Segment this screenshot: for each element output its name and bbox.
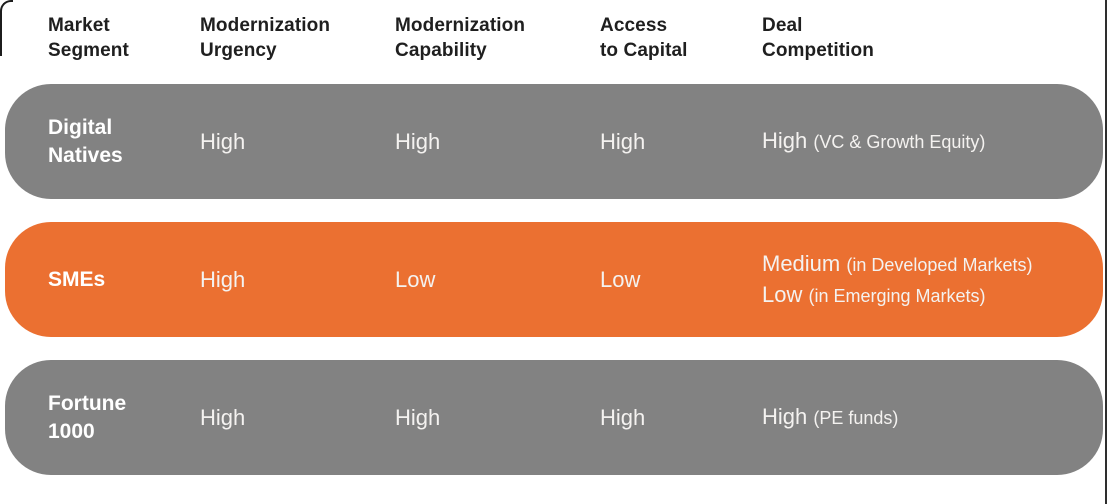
cell-access-to-capital: High [600,128,646,154]
table-row-smes: SMEs High Low Low Medium (in Developed M… [5,222,1103,337]
segment-label: Digital Natives [48,115,123,167]
cell-deal-competition: Medium (in Developed Markets) Low (in Em… [762,249,1103,310]
table-header: Market Segment Modernization Urgency Mod… [5,13,1103,63]
cell-modernization-urgency: High [200,128,246,154]
crop-border-top-left [0,0,13,56]
cell-access-to-capital: Low [600,266,641,292]
header-modernization-capability: Modernization Capability [395,15,526,62]
deal-competition-line: Medium (in Developed Markets) [762,251,1033,277]
cell-modernization-capability: High [395,404,441,430]
deal-competition-line: High (VC & Growth Equity) [762,128,986,154]
cell-access-to-capital: High [600,404,646,430]
table-row-fortune-1000: Fortune 1000 High High High High (PE fun… [5,360,1103,475]
segment-label: SMEs [48,267,106,291]
cell-modernization-capability: High [395,128,441,154]
segment-label: Fortune 1000 [48,391,127,443]
table-row-digital-natives: Digital Natives High High High High (VC … [5,84,1103,199]
header-market-segment: Market Segment [48,15,129,62]
deal-competition-line: Low (in Emerging Markets) [762,281,986,307]
cell-modernization-urgency: High [200,266,246,292]
header-deal-competition: Deal Competition [762,15,874,62]
header-modernization-urgency: Modernization Urgency [200,15,331,62]
cell-modernization-capability: Low [395,266,436,292]
deal-competition-line: High (PE funds) [762,404,899,430]
header-access-to-capital: Access to Capital [600,15,688,62]
cell-deal-competition: High (PE funds) [762,402,1103,432]
cell-modernization-urgency: High [200,404,246,430]
table-body: Digital Natives High High High High (VC … [5,84,1103,498]
crop-border-right [1105,0,1107,504]
cell-deal-competition: High (VC & Growth Equity) [762,126,1103,156]
